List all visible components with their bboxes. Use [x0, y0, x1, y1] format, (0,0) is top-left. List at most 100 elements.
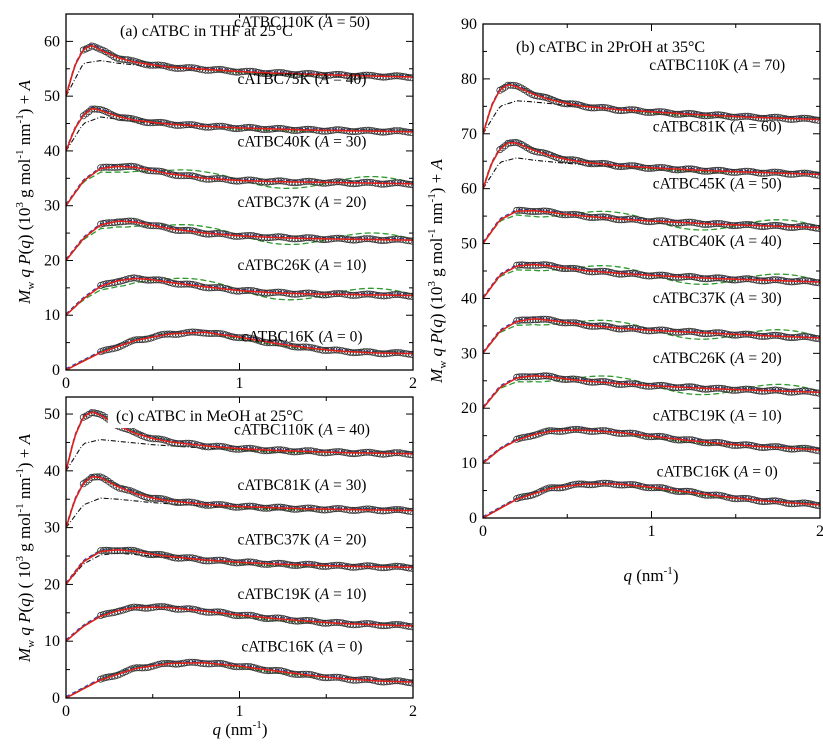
data-point [408, 564, 413, 572]
series-a-2 [66, 217, 413, 261]
series-b-5 [483, 206, 820, 245]
series-a-3 [66, 162, 413, 207]
y-tick-label: 50 [461, 236, 477, 253]
panel-title: (c) cATBC in MeOH at 25°C [116, 408, 303, 425]
fit-curve-red [66, 331, 413, 370]
fit-curve-red [483, 209, 820, 245]
y-tick-label: 40 [461, 290, 477, 307]
fit-curve-red [483, 429, 820, 464]
series-label: cATBC81K (A = 60) [653, 119, 782, 136]
series-label: cATBC37K (A = 20) [238, 194, 367, 211]
data-point [408, 237, 413, 245]
x-tick-label: 0 [62, 375, 70, 392]
fit-curve-red [483, 141, 820, 189]
model-curve-blue [66, 330, 413, 370]
x-tick-label: 2 [816, 523, 823, 540]
series-label: cATBC81K (A = 30) [238, 477, 367, 494]
y-tick-label: 0 [469, 510, 477, 527]
y-tick-label: 10 [44, 307, 60, 324]
series-label: cATBC40K (A = 40) [653, 233, 782, 250]
series-a-0 [66, 328, 413, 370]
y-axis-label-text: Mw q P(q) ( 103 g mol-1 nm-1) + A [14, 433, 37, 663]
data-point [572, 425, 580, 433]
y-axis-label-text: Mw q P(q) (103 g mol-1 nm-1) + A [426, 159, 449, 384]
y-tick-label: 60 [44, 33, 60, 50]
series-label: cATBC110K (A = 40) [234, 421, 370, 438]
model-curve-blue [66, 474, 413, 527]
y-tick-label: 10 [461, 455, 477, 472]
data-point [815, 335, 820, 343]
y-tick-label: 10 [44, 633, 60, 650]
series-label: cATBC26K (A = 10) [238, 257, 367, 274]
data-point [379, 450, 387, 458]
series-a-5 [66, 42, 413, 97]
x-tick-label: 2 [409, 703, 417, 720]
model-curve-green [483, 319, 820, 354]
series-label: cATBC110K (A = 50) [234, 14, 370, 31]
data-point [408, 623, 413, 631]
series-label: cATBC19K (A = 10) [238, 586, 367, 603]
x-tick-label: 2 [409, 375, 417, 392]
series-label: cATBC75K (A = 40) [238, 71, 367, 88]
title-box [112, 18, 332, 43]
series-label: cATBC45K (A = 50) [653, 176, 782, 193]
series-b-7 [483, 81, 820, 135]
fit-curve-red [483, 263, 820, 299]
series-label: cATBC37K (A = 30) [653, 290, 782, 307]
y-tick-label: 20 [461, 400, 477, 417]
data-point [815, 502, 820, 510]
y-axis-label: Mw q P(q) ( 103 g mol-1 nm-1) + A [14, 433, 37, 663]
series-c-1 [66, 603, 413, 642]
panel-title: (a) cATBC in THF at 25°C [120, 23, 293, 40]
data-point [815, 279, 820, 287]
y-tick-label: 50 [44, 88, 60, 105]
y-tick-label: 30 [44, 520, 60, 537]
model-curve-blue [483, 140, 820, 188]
x-tick-label: 1 [648, 523, 656, 540]
series-label: cATBC16K (A = 0) [241, 329, 362, 346]
series-b-4 [483, 261, 820, 299]
series-c-4 [66, 409, 413, 472]
y-tick-label: 20 [44, 576, 60, 593]
fit-curve-red [66, 662, 413, 698]
fit-curve-red [66, 606, 413, 642]
fit-curve-red [483, 375, 820, 409]
series-label: cATBC16K (A = 0) [241, 638, 362, 655]
series-b-6 [483, 138, 820, 189]
data-point [121, 485, 129, 493]
fit-curve-red [66, 411, 413, 471]
data-point [814, 116, 820, 124]
plot-area [483, 81, 820, 518]
series-c-3 [66, 473, 413, 528]
data-point [814, 171, 820, 179]
series-c-0 [66, 658, 413, 698]
plot-frame [65, 13, 414, 371]
panel-a: 0 10 20 30 40 50 60 0 1 2 (a) cATBC in THF at 25°C… [14, 13, 417, 392]
fit-curve-red [66, 475, 413, 528]
title-box [508, 34, 744, 59]
title-box [108, 403, 334, 428]
series-label: cATBC19K (A = 10) [653, 407, 782, 424]
model-curve-blue [66, 43, 413, 95]
data-point [349, 563, 357, 571]
y-tick-label: 40 [44, 463, 60, 480]
data-point [536, 92, 544, 100]
data-point [408, 350, 413, 358]
panel-b: 0 10 20 30 40 50 60 70 80 90 0 1 2 (b) cATBC in 2PrOH… [426, 16, 823, 585]
data-point [408, 181, 413, 189]
y-tick-label: 70 [461, 126, 477, 143]
y-tick-label: 30 [44, 198, 60, 215]
y-axis-label: Mw q P(q) (103 g mol-1 nm-1) + A [426, 159, 449, 384]
series-a-4 [66, 105, 413, 152]
data-point [305, 289, 313, 297]
model-curve-green [483, 375, 820, 409]
fit-curve-red [483, 318, 820, 354]
y-axis-label-text: Mw q P(q) (103 g mol-1 nm-1) + A [14, 80, 37, 305]
y-tick-label: 80 [461, 71, 477, 88]
fit-curve-red [66, 165, 413, 207]
data-point [521, 492, 529, 500]
data-point [305, 234, 313, 242]
series-c-2 [66, 546, 413, 585]
